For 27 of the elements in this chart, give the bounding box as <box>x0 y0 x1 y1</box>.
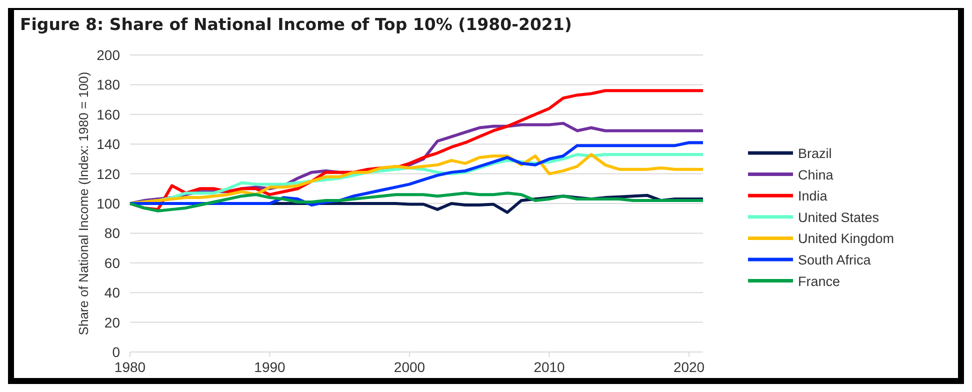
x-tick-label: 2000 <box>394 359 426 375</box>
line-series <box>128 141 704 206</box>
y-tick-label: 60 <box>104 254 120 271</box>
x-tick-label: 1990 <box>254 359 286 375</box>
legend-label: China <box>798 167 834 182</box>
y-tick-label: 40 <box>104 284 120 301</box>
y-tick-label: 180 <box>96 76 120 93</box>
y-tick-label: 120 <box>96 166 120 182</box>
legend-label: United States <box>798 210 880 225</box>
chart-title: Figure 8: Share of National Income of Top 10% (1980-2021) <box>20 15 572 34</box>
legend-label: Brazil <box>798 146 832 161</box>
x-tick-label: 1980 <box>114 359 146 375</box>
legend-label: India <box>798 188 828 204</box>
y-axis-title: Share of National Income (Index: 1980 = 100) <box>76 72 91 336</box>
y-tick-label: 160 <box>96 106 120 122</box>
y-tick-label: 100 <box>96 196 120 212</box>
y-tick-label: 20 <box>104 314 120 330</box>
legend-label: United Kingdom <box>798 231 894 246</box>
line-series <box>128 192 704 212</box>
legend-label: France <box>798 274 840 289</box>
y-tick-label: 0 <box>112 344 120 360</box>
y-tick-label: 140 <box>96 136 120 152</box>
x-tick-label: 2020 <box>673 359 705 375</box>
x-tick-label: 2010 <box>534 359 566 375</box>
legend-label: South Africa <box>798 252 872 268</box>
y-tick-label: 200 <box>96 47 120 63</box>
y-tick-label: 80 <box>104 225 120 242</box>
